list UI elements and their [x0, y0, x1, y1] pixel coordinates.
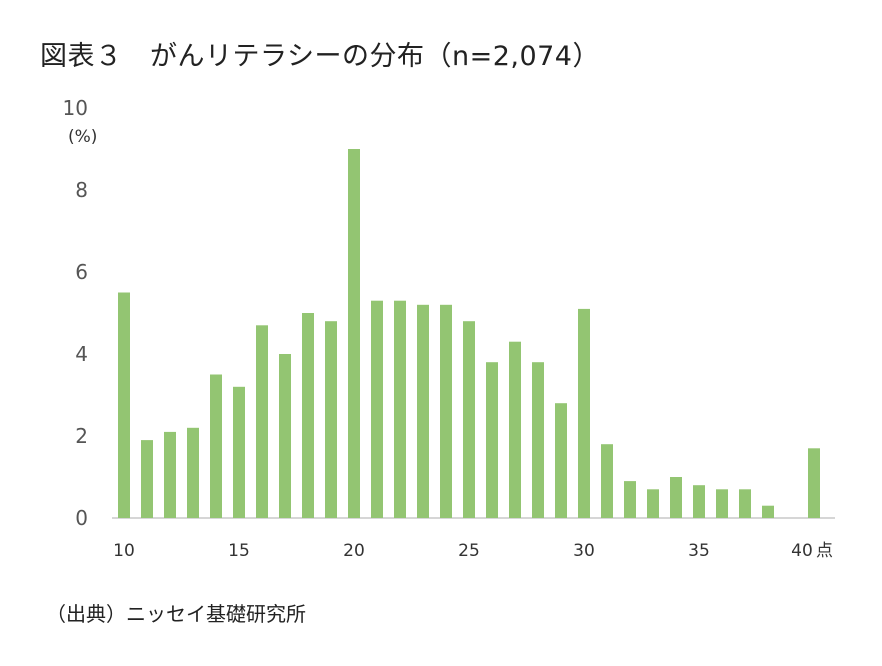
bar-40: [808, 448, 820, 518]
x-tick-label: 10: [113, 541, 135, 561]
x-tick-label: 35: [688, 541, 710, 561]
bar-29: [555, 403, 567, 518]
bar-17: [279, 354, 291, 518]
y-tick-label: 4: [75, 342, 88, 366]
y-tick-label: 0: [75, 506, 88, 530]
chart-title: 図表３ がんリテラシーの分布（n=2,074）: [40, 41, 600, 72]
bar-28: [532, 362, 544, 518]
x-tick-label: 30: [573, 541, 595, 561]
bar-18: [302, 313, 314, 518]
bar-15: [233, 386, 245, 518]
bar-35: [693, 485, 705, 518]
x-axis-unit: 点: [816, 541, 833, 561]
bar-34: [670, 477, 682, 518]
x-tick-label: 20: [343, 541, 365, 561]
y-tick-label: 8: [75, 178, 88, 202]
bar-33: [647, 489, 659, 518]
bar-37: [739, 489, 751, 518]
bar-19: [325, 321, 337, 518]
bar-21: [371, 300, 383, 518]
source-note: （出典）ニッセイ基礎研究所: [46, 602, 306, 626]
x-tick-label: 15: [228, 541, 250, 561]
bar-30: [578, 308, 590, 518]
y-tick-label: 10: [63, 96, 88, 120]
bar-22: [394, 300, 406, 518]
bar-23: [417, 304, 429, 518]
x-tick-label: 25: [458, 541, 480, 561]
y-axis-unit: (%): [68, 127, 97, 147]
bar-12: [164, 431, 176, 518]
bar-26: [486, 362, 498, 518]
y-tick-label: 6: [75, 260, 88, 284]
bar-38: [762, 505, 774, 518]
bar-16: [256, 325, 268, 518]
chart-labels: 0 2 4 6 8 10 (%) 10 15 20 25 30 35 40 点: [63, 96, 833, 561]
bar-32: [624, 481, 636, 518]
bar-25: [463, 321, 475, 518]
chart-bars: [118, 149, 820, 518]
bar-10: [118, 292, 130, 518]
bar-11: [141, 440, 153, 518]
bar-27: [509, 341, 521, 518]
bar-20: [348, 149, 360, 518]
bar-chart: 0 2 4 6 8 10 (%) 10 15 20 25 30 35 40 点: [63, 96, 835, 561]
x-tick-label: 40: [791, 541, 813, 561]
y-tick-label: 2: [75, 424, 88, 448]
bar-36: [716, 489, 728, 518]
bar-24: [440, 304, 452, 518]
bar-31: [601, 444, 613, 518]
bar-14: [210, 374, 222, 518]
bar-13: [187, 427, 199, 518]
